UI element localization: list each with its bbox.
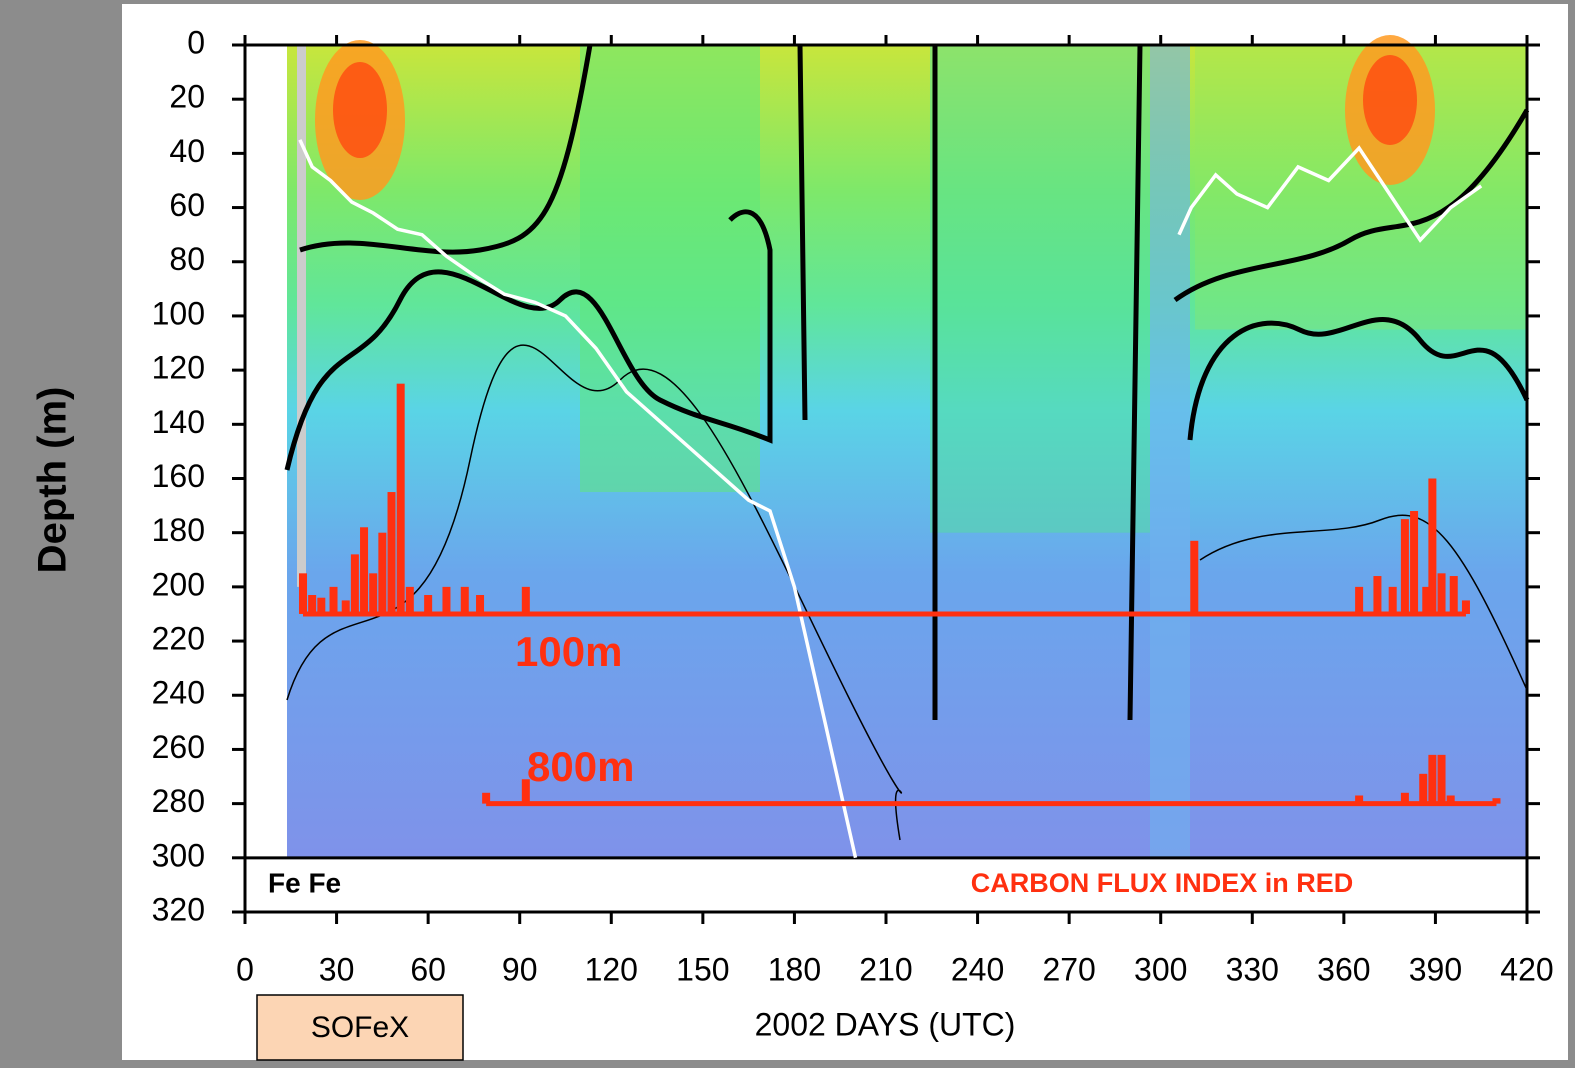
flux-bar [329,586,338,614]
y-tick-label: 80 [169,241,205,277]
x-tick-label: 420 [1500,951,1553,987]
flux-bar [1492,798,1501,804]
flux-bar [1388,586,1397,614]
x-tick-label: 210 [859,951,912,987]
flux-bar [350,554,359,614]
contour [299,44,593,255]
flux-bar [1419,773,1428,804]
x-tick-label: 180 [768,951,821,987]
flux-bar [1355,795,1364,804]
x-tick-label: 120 [585,951,638,987]
field-band [930,45,1150,533]
y-tick-label: 200 [152,566,205,602]
flux-bar [1428,478,1437,614]
flux-note: CARBON FLUX INDEX in RED [971,868,1354,898]
x-tick-label: 90 [502,951,538,987]
flux-label: 800m [527,743,634,790]
flux-bar [1437,754,1446,804]
flux-bar [378,532,387,614]
flux-bar [1373,576,1382,614]
x-tick-label: 390 [1409,951,1462,987]
y-tick-label: 260 [152,729,205,765]
y-tick-label: 20 [169,79,205,115]
y-tick-label: 60 [169,187,205,223]
x-tick-label: 330 [1226,951,1279,987]
contour [1187,317,1530,441]
sofex-label: SOFeX [311,1011,409,1044]
flux-bar [1449,576,1458,614]
x-tick-label: 30 [319,951,355,987]
y-tick-label: 240 [152,675,205,711]
flux-bar [1422,586,1431,614]
flux-bar [405,586,414,614]
contour [1173,108,1530,303]
flux-bar [308,595,317,614]
y-tick-label: 0 [187,24,205,60]
flux-bar [341,600,350,614]
x-tick-label: 360 [1317,951,1370,987]
x-tick-label: 60 [410,951,446,987]
flux-bar [396,383,405,614]
flux-bar [369,573,378,614]
flux-bar [1410,511,1419,614]
x-tick-label: 240 [951,951,1004,987]
y-axis-label: Depth (m) [31,387,75,574]
y-tick-label: 180 [152,512,205,548]
flux-bar [521,779,530,804]
y-tick-label: 120 [152,350,205,386]
flux-bar [460,586,469,614]
flux-bar [317,597,326,614]
flux-bar [1355,586,1364,614]
sofex-box [256,994,464,1061]
mixed-layer-line [298,139,1483,859]
flux-bar [298,573,307,614]
flux-bar [482,792,491,804]
field [287,45,1527,858]
x-tick-label: 300 [1134,951,1187,987]
y-tick-label: 160 [152,458,205,494]
flux-bar [1428,754,1437,804]
flux-bar [424,595,433,614]
y-tick-label: 140 [152,404,205,440]
flux-bar [360,527,369,614]
y-tick-label: 280 [152,783,205,819]
y-tick-label: 100 [152,295,205,331]
field-blob [333,62,387,158]
flux-bar [1400,792,1409,804]
x-tick-label: 270 [1042,951,1095,987]
field-band [580,45,760,493]
y-tick-label: 300 [152,837,205,873]
flux-bar [1400,519,1409,614]
flux-bar [1437,573,1446,614]
flux-bar [387,492,396,614]
x-tick-label: 150 [676,951,729,987]
flux-bar [521,586,530,614]
field-blob [1363,55,1417,145]
contour [797,44,1143,721]
contour [1199,514,1528,691]
fe-label: Fe Fe [268,867,341,898]
flux-bar [442,586,451,614]
x-tick-label: 0 [236,951,254,987]
flux-bar [1461,600,1470,614]
y-tick-label: 220 [152,621,205,657]
x-axis-label: 2002 DAYS (UTC) [755,1006,1016,1042]
flux-bar [1190,540,1199,614]
flux-label: 100m [515,628,622,675]
flux-bar [1446,795,1455,804]
flux-bar [476,595,485,614]
y-tick-label: 40 [169,133,205,169]
gray-bar [297,45,306,587]
contour [284,209,773,471]
field-band [1150,45,1190,858]
y-tick-label: 320 [152,891,205,927]
